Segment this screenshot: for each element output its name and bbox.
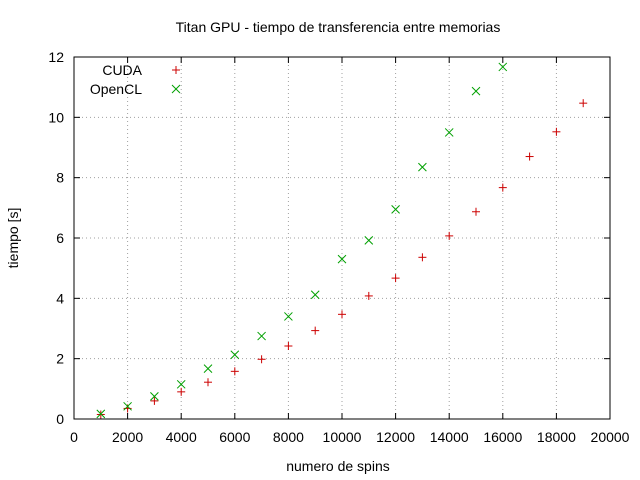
data-point-cuda: [445, 231, 454, 240]
data-point-cuda: [338, 310, 346, 319]
data-point-opencl: [257, 331, 266, 341]
data-point-cuda: [418, 253, 427, 262]
grid: [74, 57, 610, 419]
x-tick-label: 14000: [430, 429, 469, 445]
data-point-opencl: [418, 162, 427, 172]
data-point-cuda: [284, 341, 293, 350]
legend: CUDA OpenCL: [90, 62, 181, 97]
x-tick-label: 20000: [591, 429, 630, 445]
y-tick-label: 12: [48, 49, 64, 65]
legend-marker-cuda: [172, 66, 180, 74]
y-tick-label: 10: [48, 109, 64, 125]
data-point-opencl: [230, 350, 240, 360]
x-tick-label: 6000: [219, 429, 250, 445]
x-tick-label: 2000: [112, 429, 143, 445]
x-tick-label: 12000: [376, 429, 415, 445]
data-point-opencl: [96, 409, 106, 419]
x-axis-label: numero de spins: [286, 458, 390, 474]
y-axis-label: tiempo [s]: [5, 208, 21, 269]
y-tick-label: 6: [56, 230, 64, 246]
data-point-opencl: [284, 312, 293, 321]
data-point-cuda: [364, 291, 373, 300]
data-point-opencl: [471, 86, 481, 96]
data-point-cuda: [472, 207, 480, 216]
data-point-cuda: [177, 387, 186, 396]
data-point-cuda: [230, 367, 239, 376]
data-point-cuda: [311, 326, 320, 335]
data-point-cuda: [498, 183, 507, 192]
chart-title: Titan GPU - tiempo de transferencia entr…: [176, 19, 501, 35]
y-tick-label: 2: [56, 351, 64, 367]
x-tick-label: 4000: [166, 429, 197, 445]
x-tick-label: 18000: [537, 429, 576, 445]
data-point-opencl: [310, 290, 320, 300]
data-point-cuda: [150, 396, 159, 405]
data-point-opencl: [391, 204, 400, 214]
x-tick-label: 16000: [483, 429, 522, 445]
x-tick-label: 10000: [323, 429, 362, 445]
data-point-opencl: [176, 379, 186, 389]
data-point-opencl: [337, 254, 347, 264]
y-tick-label: 4: [56, 290, 64, 306]
data-point-opencl: [444, 128, 454, 137]
x-tick-labels: 0 2000 4000 6000 8000 10000 12000 14000 16000 180…: [70, 429, 630, 445]
data-point-cuda: [579, 99, 588, 108]
legend-label-cuda: CUDA: [102, 62, 142, 78]
data-point-opencl: [123, 401, 132, 411]
data-point-cuda: [257, 355, 266, 364]
y-tick-label: 8: [56, 170, 64, 186]
data-point-opencl: [364, 236, 374, 245]
data-point-cuda: [204, 378, 212, 387]
data-point-opencl: [498, 62, 508, 72]
y-tick-label: 0: [56, 411, 64, 427]
data-point-cuda: [525, 152, 534, 161]
legend-markers: [171, 66, 181, 94]
data-point-cuda: [552, 127, 561, 136]
axis-ticks: [73, 56, 611, 420]
legend-label-opencl: OpenCL: [90, 81, 142, 97]
y-tick-labels: 0 2 4 6 8 10 12: [48, 49, 64, 427]
data-point-opencl: [203, 364, 213, 373]
x-tick-label: 0: [70, 429, 78, 445]
data-points: [96, 62, 588, 419]
legend-marker-opencl: [171, 84, 181, 94]
data-point-opencl: [150, 392, 159, 401]
data-point-cuda: [391, 274, 400, 283]
x-tick-label: 8000: [273, 429, 304, 445]
